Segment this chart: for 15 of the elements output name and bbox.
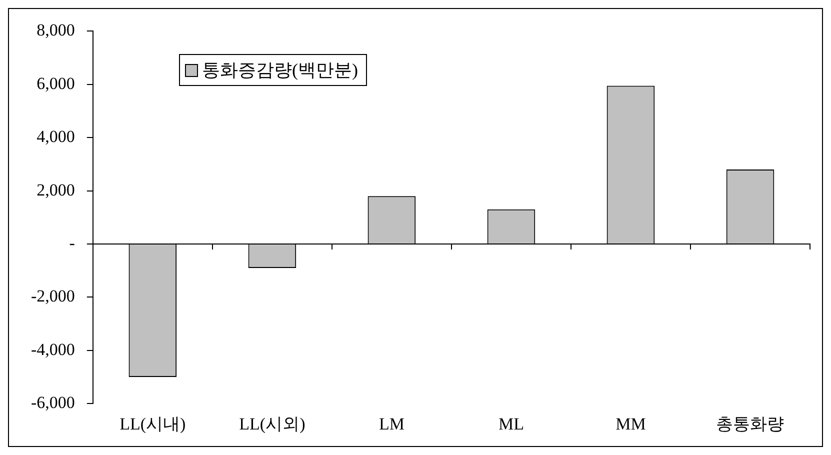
x-tick-label: 총통화량 xyxy=(716,414,784,434)
x-tick-label: LL(시내) xyxy=(120,414,186,434)
y-tick-label: - xyxy=(69,233,76,252)
y-tick-label: 8,000 xyxy=(36,20,75,40)
y-tick-label: 4,000 xyxy=(36,127,75,146)
x-tick-label: LM xyxy=(378,414,404,434)
y-tick-label: -6,000 xyxy=(30,393,75,412)
y-tick-label: -4,000 xyxy=(30,340,75,359)
y-tick-label: 2,000 xyxy=(36,180,75,200)
x-tick-label: LL(시외) xyxy=(239,414,306,434)
y-tick-label: -2,000 xyxy=(30,286,75,306)
y-tick-label: 6,000 xyxy=(36,74,75,93)
x-tick-label: MM xyxy=(616,414,646,434)
legend-label: 통화증감량(백만분) xyxy=(202,59,358,82)
x-tick-label: ML xyxy=(498,414,524,434)
